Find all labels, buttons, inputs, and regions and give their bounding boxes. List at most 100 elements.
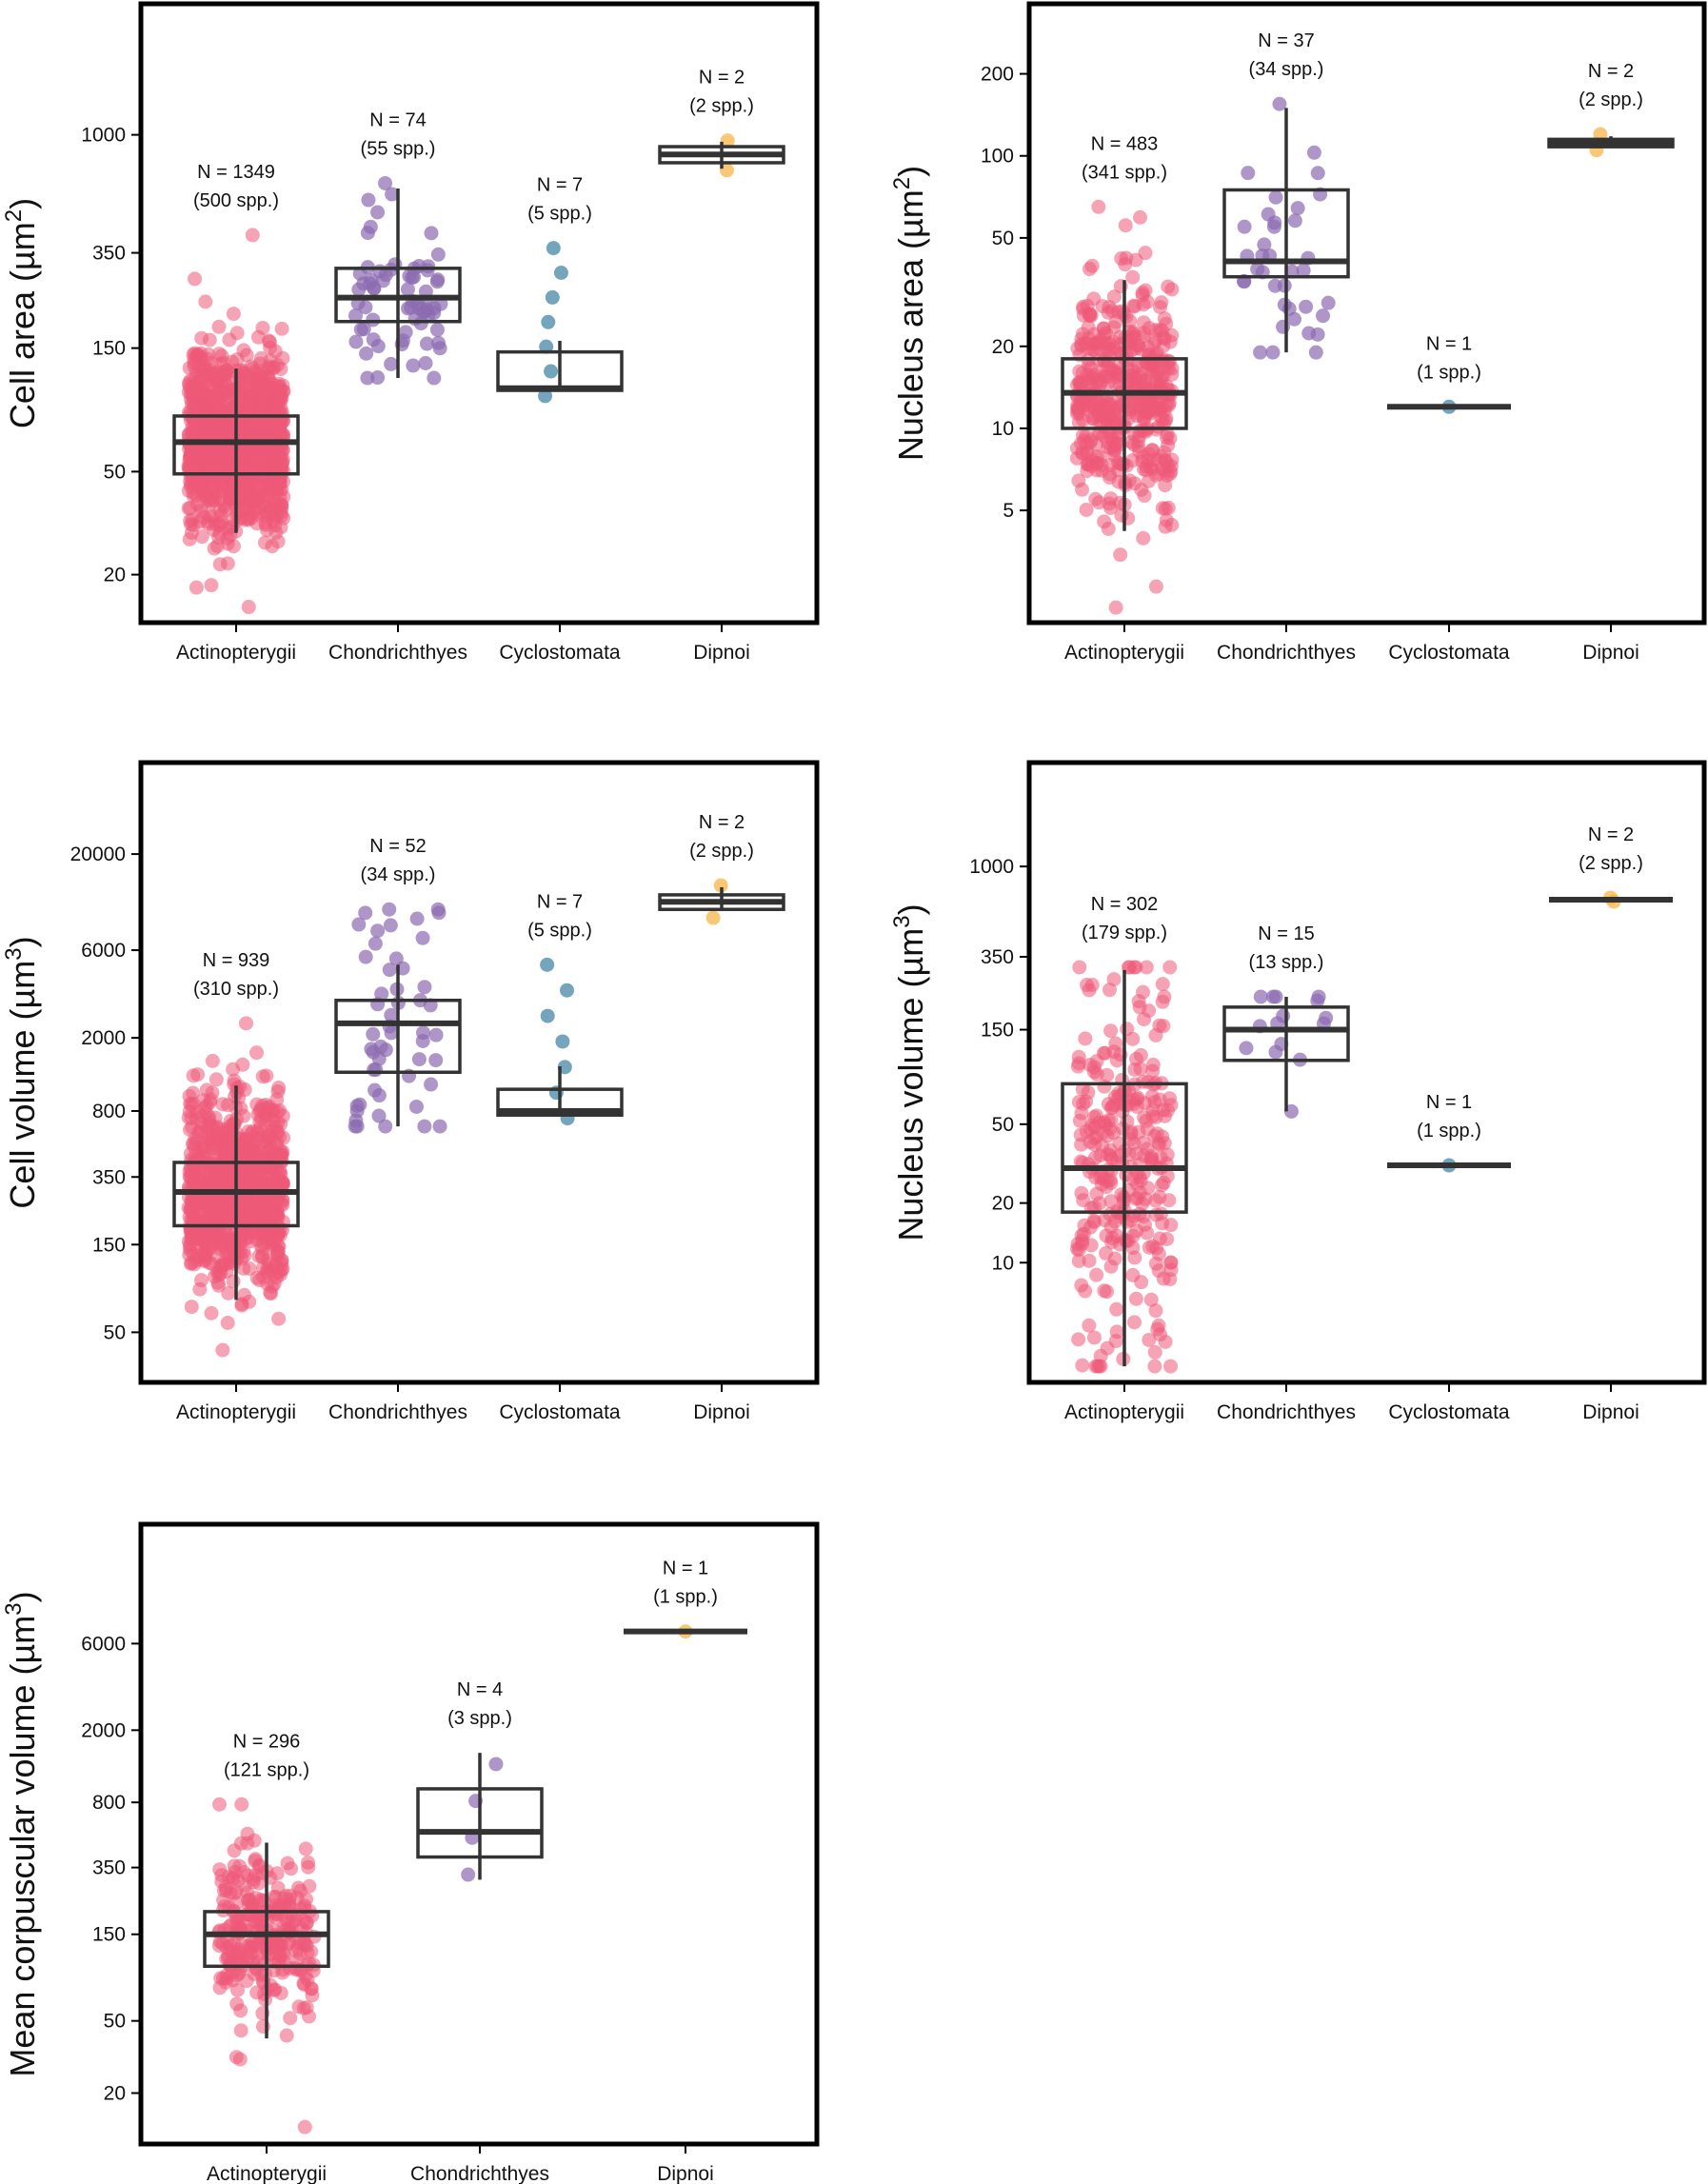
box [1222,1005,1350,1062]
plot-frame [138,1521,820,2147]
data-point [274,411,289,427]
data-point [404,300,419,315]
data-point [230,1910,246,1925]
data-point [1145,1108,1161,1123]
data-point [1130,433,1145,448]
data-point [400,282,415,297]
box [1222,188,1350,279]
data-point [359,346,374,361]
data-point [1091,199,1106,214]
data-point [356,322,371,337]
data-point [271,1081,287,1096]
data-point [1321,295,1336,310]
species-label: (5 spp.) [527,204,592,225]
data-point [189,580,204,595]
data-point [1136,1135,1151,1150]
n-label: N = 1349 [197,162,275,183]
data-point [1108,314,1123,329]
data-point [1082,307,1098,322]
x-tick-label: Dipnoi [693,1401,750,1423]
box [203,1910,330,1969]
data-point [200,406,215,421]
data-point [261,1128,276,1143]
species-label: (2 spp.) [689,841,754,862]
data-point [241,600,256,615]
n-label: N = 4 [457,1679,503,1700]
data-point [1159,454,1174,469]
data-point [1071,473,1086,488]
data-point [221,1285,236,1300]
data-point [222,332,237,347]
data-point [194,330,209,346]
data-point [188,271,203,287]
panel-nucleus_area: Nucleus area (µm2) 5 10 20 50 100 200 Actinopte… [889,1,1707,664]
data-point [272,1948,288,1963]
data-point [212,1241,228,1257]
data-point [230,1982,246,1997]
y-tick-label: 350 [981,946,1014,968]
data-point [427,370,442,386]
data-point [429,322,445,337]
data-point [1137,326,1152,341]
data-point [720,133,735,149]
data-point [1089,463,1104,478]
y-tick-label: 1000 [81,125,126,147]
data-point [1161,279,1176,294]
data-point [258,450,273,466]
data-point [302,1878,317,1894]
n-label: N = 74 [369,109,426,130]
data-point [1103,501,1119,516]
data-point [555,1034,570,1049]
data-point [1108,1036,1123,1051]
y-tick-label: 150 [92,1234,126,1256]
data-point [1145,1057,1161,1072]
data-point [1102,983,1117,998]
data-point [1109,1324,1124,1340]
data-point [1086,343,1102,358]
data-point [1237,219,1252,234]
data-point [1146,349,1162,365]
data-point [1071,1056,1086,1071]
data-point [375,273,390,288]
plot-frame [138,1,820,625]
data-point [1272,96,1287,111]
data-point [269,1866,285,1881]
data-point [1072,960,1087,975]
data-point [226,307,241,322]
data-point [259,425,274,440]
data-point [1265,345,1281,360]
n-label: N = 302 [1091,894,1159,915]
data-point [282,1936,297,1952]
species-label: (179 spp.) [1082,923,1167,943]
data-point [1069,406,1084,421]
plot-frame [1026,760,1707,1385]
data-point [1131,1124,1146,1140]
data-point [261,1263,276,1279]
data-points [540,957,575,1126]
data-point [185,386,200,401]
data-point [1162,354,1177,369]
group-actinopterygii: Actinopterygii N = 939 (310 spp.) [172,950,300,1423]
data-point [553,266,568,281]
data-point [705,910,721,925]
data-point [1133,209,1148,225]
box [416,1787,544,1859]
data-point [406,358,421,373]
data-point [545,289,560,305]
data-point [276,1130,291,1145]
y-tick-label: 150 [92,1924,126,1946]
plot-frame [138,760,820,1385]
species-label: (1 spp.) [653,1587,718,1608]
data-point [370,923,386,939]
plot-frame [1026,1,1707,625]
data-point [385,187,400,202]
data-point [424,226,439,241]
data-point [1154,295,1169,310]
data-point [193,346,209,361]
data-point [240,1826,255,1841]
data-point [1082,1253,1097,1268]
data-point [237,366,252,381]
data-point [1082,262,1097,277]
data-point [1276,1008,1291,1023]
group-dipnoi: Dipnoi N = 1 (1 spp.) [624,1559,747,2184]
